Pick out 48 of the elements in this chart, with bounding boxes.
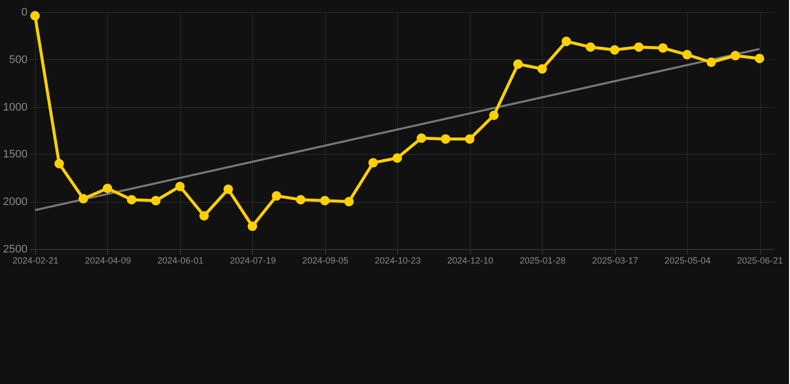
- point: [634, 42, 644, 52]
- point: [586, 42, 596, 52]
- point: [54, 158, 64, 168]
- x-tick-label: 2025-01-28: [520, 256, 566, 266]
- point: [440, 134, 450, 144]
- y-tick-label: 0: [21, 6, 28, 18]
- point: [754, 54, 764, 64]
- point: [102, 184, 112, 194]
- x-tick-label: 2024-12-10: [447, 256, 494, 266]
- point: [537, 64, 547, 74]
- x-tick-label: 2024-04-09: [84, 256, 132, 266]
- point: [30, 11, 40, 21]
- point: [706, 58, 716, 67]
- point: [464, 134, 474, 144]
- point: [562, 36, 572, 46]
- point: [513, 59, 523, 69]
- point: [682, 50, 692, 60]
- point: [658, 43, 668, 53]
- x-tick-label: 2025-06-21: [736, 256, 784, 266]
- x-tick-label: 2024-02-21: [12, 256, 59, 266]
- y-tick-label: 500: [9, 54, 28, 66]
- x-tick-label: 2024-09-05: [302, 256, 348, 266]
- point: [199, 211, 209, 221]
- y-tick-label: 2500: [3, 244, 28, 256]
- y-tick-label: 1000: [3, 101, 28, 114]
- point: [320, 196, 330, 206]
- point: [248, 222, 258, 231]
- x-tick-label: 2025-05-04: [664, 256, 711, 266]
- point: [416, 133, 426, 143]
- x-tick-label: 2025-03-17: [592, 256, 638, 266]
- point: [610, 45, 620, 55]
- point: [223, 184, 233, 194]
- point: [344, 196, 354, 206]
- point: [272, 191, 282, 201]
- x-tick-label: 2024-07-19: [230, 256, 276, 266]
- point: [175, 182, 185, 192]
- point: [368, 158, 378, 168]
- x-tick-label: 2024-06-01: [157, 256, 204, 266]
- point: [78, 194, 88, 204]
- point: [151, 196, 161, 206]
- point: [126, 194, 136, 204]
- point: [489, 110, 499, 120]
- point: [392, 153, 402, 163]
- point: [730, 50, 740, 60]
- point: [296, 194, 306, 204]
- x-tick-label: 2024-10-23: [374, 256, 421, 266]
- y-tick-label: 1500: [3, 148, 28, 161]
- y-tick-label: 2000: [3, 196, 28, 208]
